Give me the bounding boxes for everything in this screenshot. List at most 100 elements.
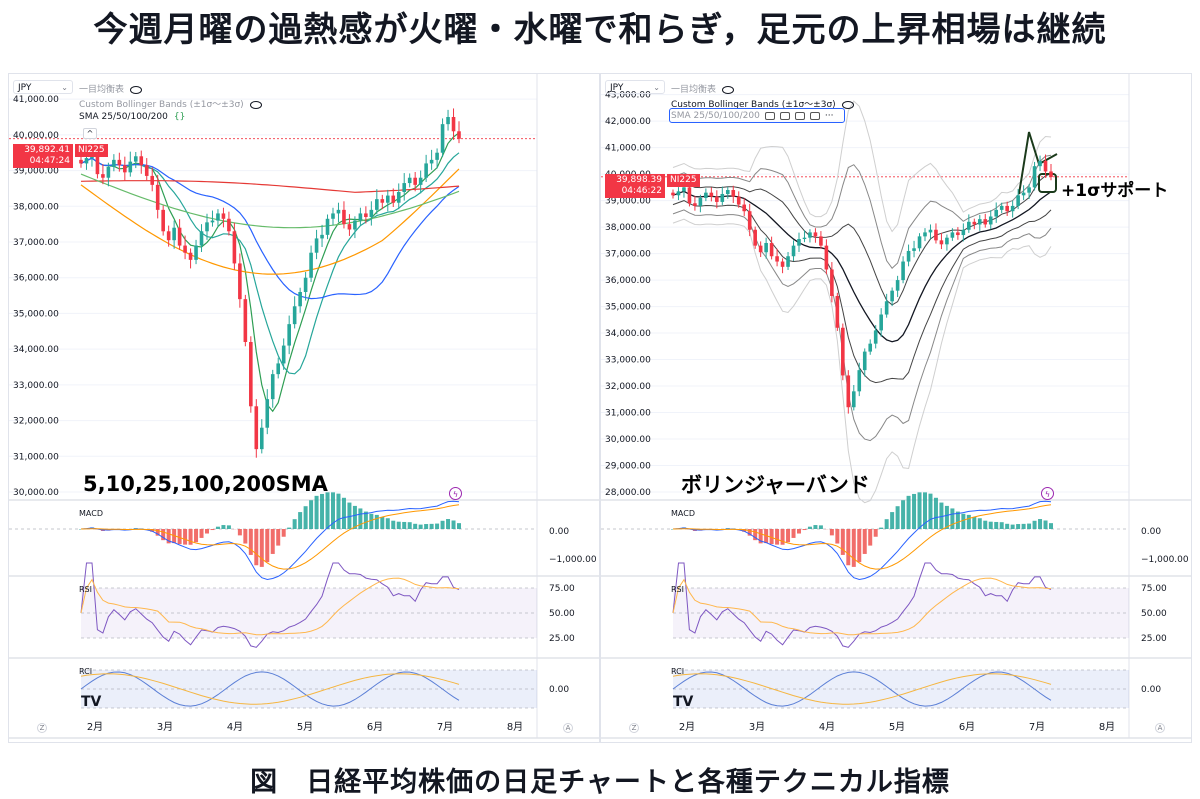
candle-body	[994, 210, 998, 217]
symbol-select[interactable]: JPY⌄	[605, 80, 665, 94]
candle-body	[786, 256, 790, 267]
legend-sma[interactable]: SMA 25/50/100/200{}	[79, 112, 185, 122]
macd-histogram-bar	[408, 522, 412, 529]
delete-icon[interactable]	[810, 112, 820, 120]
settings-icon[interactable]	[780, 112, 790, 120]
x-tick-label: 6月	[367, 721, 383, 733]
macd-tick-label: 0.00	[549, 527, 569, 537]
eye-icon[interactable]	[765, 112, 775, 120]
rci-tick-label: 0.00	[549, 685, 569, 695]
y-tick-label: 41,000.00	[13, 95, 59, 105]
candle-body	[205, 222, 209, 231]
macd-histogram-bar	[819, 525, 823, 529]
zoom-reset-button[interactable]: Z	[629, 723, 639, 733]
macd-histogram-bar	[797, 529, 801, 534]
legend-bollinger[interactable]: Custom Bollinger Bands (±1σ〜±3σ)	[79, 97, 262, 110]
lightning-icon[interactable]: ϟ	[449, 487, 462, 500]
candle-body	[704, 193, 708, 198]
eye-icon[interactable]	[250, 101, 262, 109]
candle-body	[446, 117, 450, 124]
candle-body	[803, 238, 807, 239]
auto-scale-button[interactable]: A	[563, 723, 573, 733]
auto-scale-button[interactable]: A	[1155, 723, 1165, 733]
x-tick-label: 8月	[1099, 721, 1115, 733]
candle-body	[200, 231, 204, 245]
candle-body	[710, 193, 714, 197]
candle-body	[265, 399, 269, 428]
candle-body	[397, 192, 401, 203]
candle-body	[134, 156, 138, 161]
y-tick-label: 41,000.00	[605, 144, 651, 154]
tradingview-logo[interactable]: TV	[81, 694, 101, 710]
candle-body	[1027, 187, 1031, 192]
candle-body	[841, 328, 845, 376]
macd-histogram-bar	[205, 529, 209, 534]
macd-histogram-bar	[890, 512, 894, 529]
candle-body	[901, 262, 905, 281]
y-tick-label: 33,000.00	[605, 356, 651, 366]
macd-histogram-bar	[813, 525, 817, 529]
candle-body	[726, 190, 730, 194]
macd-histogram-bar	[835, 529, 839, 544]
macd-histogram-bar	[287, 528, 291, 529]
candle-body	[391, 196, 395, 203]
tradingview-logo[interactable]: TV	[673, 694, 693, 710]
rsi-tick-label: 50.00	[1141, 609, 1167, 619]
macd-histogram-bar	[802, 529, 806, 530]
rci-label: RCI	[79, 667, 92, 676]
candle-body	[386, 196, 390, 203]
macd-histogram-bar	[868, 529, 872, 546]
candle-body	[819, 236, 823, 245]
symbol-select[interactable]: JPY⌄	[13, 80, 73, 94]
right-chart-panel[interactable]: 43,000.0042,000.0041,000.0040,000.0039,0…	[600, 73, 1192, 743]
macd-label: MACD	[79, 509, 103, 518]
candle-body	[693, 203, 697, 206]
candle-body	[211, 221, 215, 223]
x-tick-label: 5月	[889, 721, 905, 733]
brackets-icon[interactable]: {}	[174, 112, 185, 122]
x-tick-label: 2月	[679, 721, 695, 733]
candle-body	[408, 178, 412, 183]
legend-ichimoku[interactable]: 一目均衡表	[671, 82, 734, 95]
source-code-icon[interactable]	[795, 112, 805, 120]
legend-sma-label: SMA 25/50/100/200	[671, 111, 760, 121]
legend-ichimoku[interactable]: 一目均衡表	[79, 82, 142, 95]
candle-body	[419, 178, 423, 185]
macd-histogram-bar	[238, 529, 242, 535]
symbol-label: JPY	[18, 83, 31, 93]
macd-histogram-bar	[369, 514, 373, 529]
macd-signal-line	[673, 505, 1051, 569]
headline: 今週月曜の過熱感が火曜・水曜で和らぎ，足元の上昇相場は継続	[0, 2, 1200, 51]
rsi-tick-label: 25.00	[549, 634, 575, 644]
macd-histogram-bar	[271, 529, 275, 554]
zoom-reset-button[interactable]: Z	[37, 723, 47, 733]
macd-histogram-bar	[1011, 525, 1015, 529]
eye-icon[interactable]	[130, 86, 142, 94]
macd-histogram-bar	[441, 521, 445, 529]
eye-icon[interactable]	[722, 86, 734, 94]
macd-histogram-bar	[775, 529, 779, 545]
y-tick-label: 35,000.00	[605, 303, 651, 313]
rsi-tick-label: 25.00	[1141, 634, 1167, 644]
macd-histogram-bar	[808, 527, 812, 529]
rci-label: RCI	[671, 667, 684, 676]
macd-histogram-bar	[189, 529, 193, 545]
candle-body	[161, 210, 165, 231]
eye-icon[interactable]	[842, 101, 854, 109]
candle-body	[402, 183, 406, 192]
macd-histogram-bar	[424, 524, 428, 529]
lightning-icon[interactable]: ϟ	[1041, 487, 1054, 500]
collapse-legend-button[interactable]: ^	[83, 128, 97, 139]
bollinger-band	[673, 191, 1051, 341]
macd-histogram-bar	[1038, 519, 1042, 529]
left-chart-svg[interactable]: 41,000.0040,000.0039,000.0038,000.0037,0…	[9, 74, 599, 742]
macd-histogram-bar	[901, 500, 905, 529]
rsi-tick-label: 75.00	[1141, 584, 1167, 594]
candle-body	[759, 246, 763, 253]
more-icon[interactable]: ···	[825, 111, 834, 121]
candle-body	[304, 278, 308, 292]
legend-sma[interactable]: SMA 25/50/100/200 ···	[671, 111, 833, 121]
candle-body	[907, 251, 911, 262]
candle-body	[940, 240, 944, 244]
